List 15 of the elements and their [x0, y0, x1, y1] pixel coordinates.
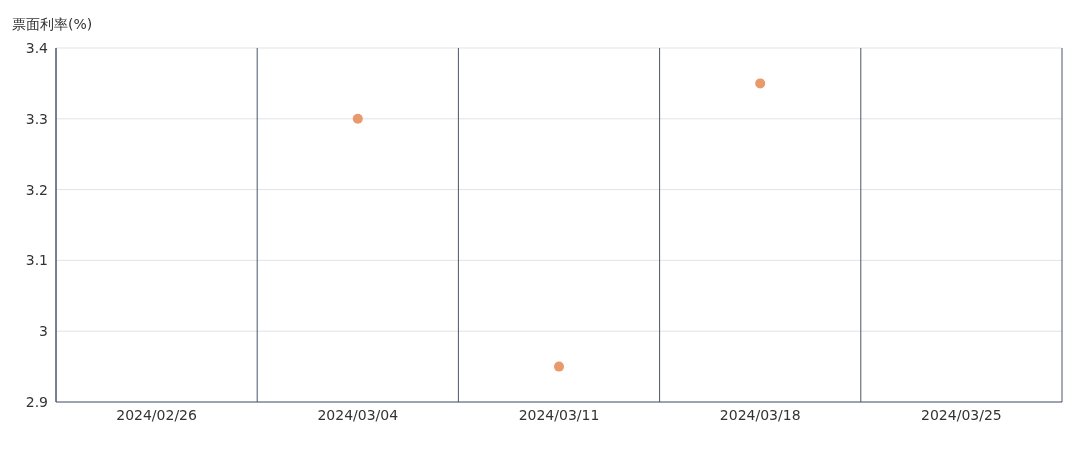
y-tick-label: 3.3	[25, 110, 48, 127]
x-tick-label: 2024/03/18	[719, 406, 801, 423]
point	[554, 361, 564, 372]
y-axis-title: 票面利率(%)	[12, 16, 93, 34]
y-tick-label: 3.4	[25, 39, 49, 56]
x-tick-label: 2024/03/04	[317, 406, 399, 423]
y-tick-label: 2.9	[25, 393, 48, 410]
point	[755, 78, 766, 89]
point	[352, 113, 363, 124]
y-tick-label: 3.1	[25, 252, 48, 269]
x-tick-label: 2024/02/26	[116, 406, 198, 423]
y-tick-label: 3	[39, 323, 48, 340]
x-tick-label: 2024/03/11	[518, 406, 600, 423]
x-tick-label: 2024/03/25	[921, 406, 1002, 423]
y-tick-label: 3.2	[25, 181, 48, 198]
